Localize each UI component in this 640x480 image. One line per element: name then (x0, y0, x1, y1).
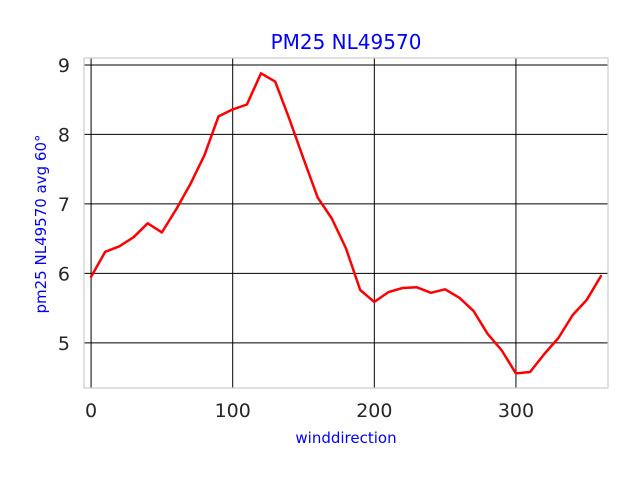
tick-labels: 0 100 200 300 5 6 7 8 9 (58, 55, 534, 422)
y-tick-label: 6 (58, 263, 70, 285)
chart-title: PM25 NL49570 (271, 30, 422, 54)
y-axis-label: pm25 NL49570 avg 60° (32, 135, 50, 314)
y-tick-label: 5 (58, 333, 70, 355)
series-layer (89, 72, 603, 375)
y-tick-label: 9 (58, 55, 70, 77)
y-tick-label: 8 (58, 124, 70, 146)
x-tick-label: 100 (215, 400, 251, 422)
plot-frame (83, 57, 609, 389)
series-line (89, 72, 603, 375)
x-tick-label: 300 (498, 400, 534, 422)
grid (84, 58, 608, 388)
x-tick-label: 0 (85, 400, 97, 422)
y-tick-label: 7 (58, 194, 70, 216)
x-axis-label: winddirection (295, 429, 396, 447)
x-tick-label: 200 (356, 400, 392, 422)
